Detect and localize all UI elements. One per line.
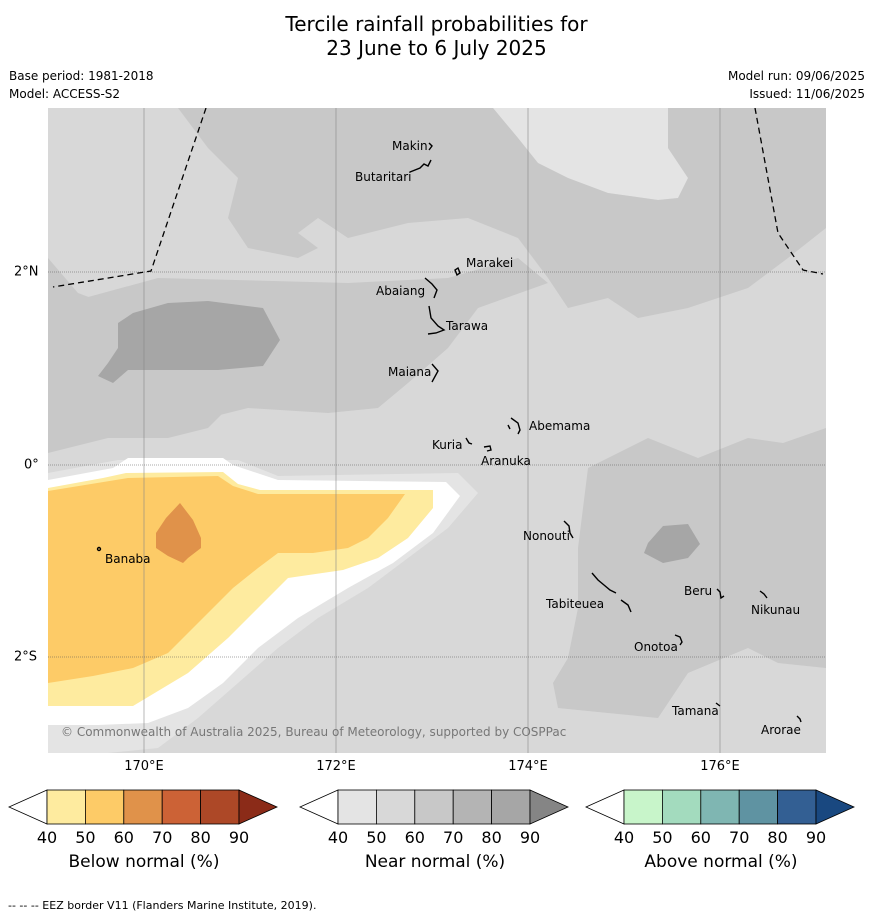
colorbar-below-title: Below normal (%) [68, 852, 220, 872]
colorbar-segment [85, 789, 125, 825]
island-label-tamana: Tamana [671, 704, 719, 718]
model-run: Model run: 09/06/2025 [727, 69, 865, 83]
colorbar-tick-label: 90 [228, 828, 250, 847]
colorbar-below-normal [8, 789, 278, 825]
near-normal-light-region [493, 108, 688, 200]
island-label-butaritari: Butaritari [355, 170, 412, 184]
colorbar-tick-label: 70 [729, 828, 750, 847]
issued-date: Issued: 11/06/2025 [749, 87, 865, 101]
rainfall-map: Makin Butaritari Marakei Abaiang Tarawa … [48, 108, 826, 753]
title-line-2: 23 June to 6 July 2025 [326, 36, 547, 60]
colorbar-segment [123, 789, 163, 825]
colorbar-tick-label: 40 [36, 828, 58, 847]
colorbar-tick-label: 50 [366, 828, 387, 847]
below-normal-50-60 [48, 476, 405, 683]
colorbar-above-title: Above normal (%) [644, 852, 798, 872]
lon-label-172: 172°E [316, 759, 356, 774]
colorbar-segment [491, 789, 531, 825]
colorbar-tick-label: 60 [113, 828, 134, 847]
base-period: Base period: 1981-2018 [9, 69, 154, 83]
colorbar-tick-label: 70 [152, 828, 173, 847]
island-label-beru: Beru [684, 584, 712, 598]
colorbar-segment [414, 789, 454, 825]
colorbar-arrow-low [8, 789, 48, 825]
colorbar-arrow-high [529, 789, 569, 825]
colorbar-tick-label: 50 [652, 828, 673, 847]
colorbar-segment [376, 789, 416, 825]
colorbar-segment [337, 789, 377, 825]
island-labels: Makin Butaritari Marakei Abaiang Tarawa … [105, 139, 801, 737]
colorbar-above-normal [585, 789, 855, 825]
colorbar-tick-label: 80 [481, 828, 502, 847]
colorbar-tick-label: 90 [519, 828, 541, 847]
graticule [143, 108, 721, 753]
lon-label-170: 170°E [124, 759, 164, 774]
lon-label-174: 174°E [508, 759, 548, 774]
colorbar-segment [623, 789, 663, 825]
island-label-banaba: Banaba [105, 552, 151, 566]
colorbar-segment [200, 789, 240, 825]
island-label-marakei: Marakei [466, 256, 513, 270]
copyright-text: © Commonwealth of Australia 2025, Bureau… [61, 725, 566, 739]
colorbar-tick-label: 60 [404, 828, 425, 847]
island-outlines [96, 142, 802, 723]
chart-title: Tercile rainfall probabilities for 23 Ju… [0, 12, 873, 60]
island-label-makin: Makin [392, 139, 428, 153]
island-label-abaiang: Abaiang [376, 284, 425, 298]
colorbar-arrow-low [585, 789, 625, 825]
colorbar-segment [662, 789, 702, 825]
colorbar-segment [161, 789, 201, 825]
island-label-aranuka: Aranuka [481, 454, 531, 468]
graticule-lat [48, 271, 826, 658]
title-line-1: Tercile rainfall probabilities for [285, 12, 588, 36]
near-normal-dark-region-west [98, 301, 280, 383]
island-label-nikunau: Nikunau [751, 603, 800, 617]
meta-left: Base period: 1981-2018 Model: ACCESS-S2 [9, 67, 154, 103]
colorbar-segment [46, 789, 86, 825]
colorbar-tick-label: 40 [327, 828, 349, 847]
colorbar-tick-label: 80 [767, 828, 788, 847]
colorbar-tick-label: 80 [190, 828, 211, 847]
below-normal-60-70 [156, 503, 201, 563]
lat-label-0: 0° [24, 457, 39, 473]
model-name: Model: ACCESS-S2 [9, 87, 121, 101]
near-normal-mid-region-south [553, 428, 826, 718]
colorbar-segment [452, 789, 492, 825]
near-normal-dark-region-east [644, 524, 700, 563]
island-label-maiana: Maiana [388, 365, 431, 379]
eez-border [52, 108, 824, 288]
island-label-abemama: Abemama [529, 419, 590, 433]
colorbar-tick-label: 90 [805, 828, 827, 847]
colorbar-segment [738, 789, 778, 825]
colorbar-arrow-high [815, 789, 855, 825]
meta-right: Model run: 09/06/2025 Issued: 11/06/2025 [728, 67, 865, 103]
colorbar-tick-label: 60 [690, 828, 711, 847]
colorbar-arrow-low [299, 789, 339, 825]
island-label-onotoa: Onotoa [634, 640, 678, 654]
colorbar-segment [700, 789, 740, 825]
island-label-arorae: Arorae [761, 723, 801, 737]
colorbar-segment [777, 789, 817, 825]
lon-label-176: 176°E [700, 759, 740, 774]
island-label-nonouti: Nonouti [523, 529, 570, 543]
island-label-tabiteuea: Tabiteuea [545, 597, 604, 611]
lat-label-2n: 2°N [14, 264, 39, 280]
colorbar-near-normal [299, 789, 569, 825]
colorbar-arrow-high [238, 789, 278, 825]
near-normal-mid-region-north [178, 108, 826, 318]
lat-label-2s: 2°S [14, 649, 38, 665]
colorbar-tick-label: 70 [443, 828, 464, 847]
colorbar-tick-label: 40 [613, 828, 635, 847]
island-label-kuria: Kuria [432, 438, 463, 452]
colorbar-near-title: Near normal (%) [364, 852, 506, 872]
footer-note: -- -- -- EEZ border V11 (Flanders Marine… [8, 899, 317, 912]
colorbar-tick-label: 50 [75, 828, 96, 847]
island-label-tarawa: Tarawa [445, 319, 488, 333]
